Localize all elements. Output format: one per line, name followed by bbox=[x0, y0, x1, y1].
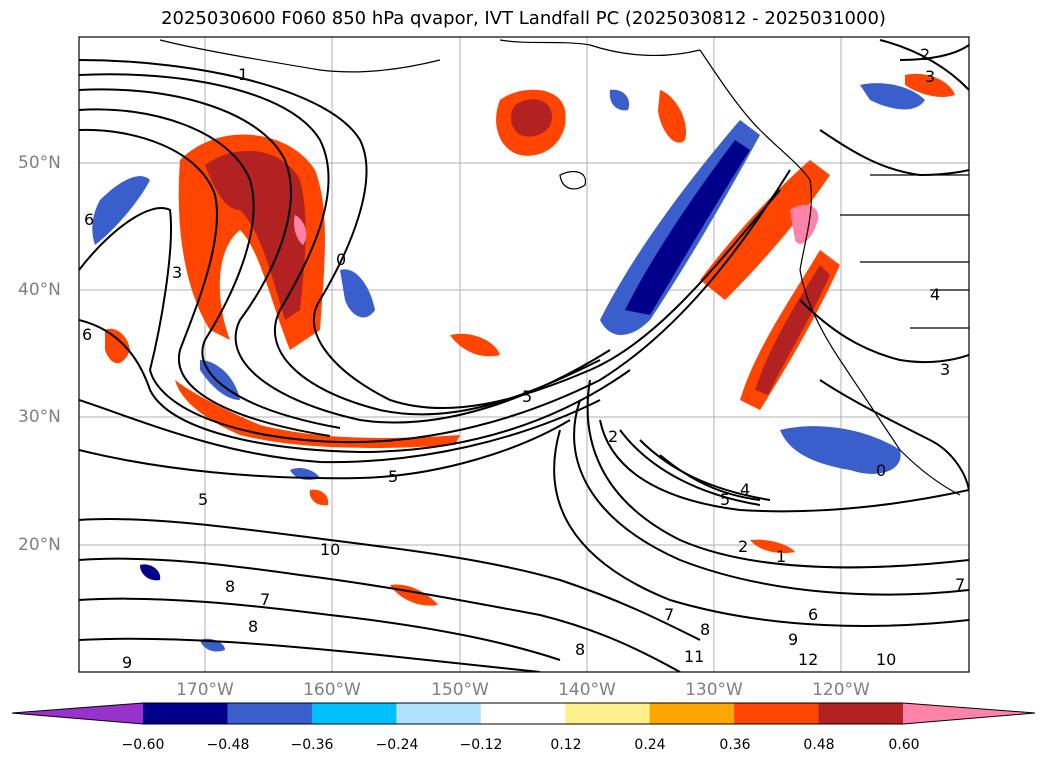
colorbar-tick: −0.60 bbox=[121, 737, 165, 753]
contour-label: 10 bbox=[876, 650, 896, 669]
colorbar-segment bbox=[649, 703, 735, 724]
contour-label: 9 bbox=[788, 630, 798, 649]
colorbar-outline bbox=[11, 702, 1036, 725]
contour-label: 11 bbox=[684, 647, 704, 666]
contour-label: 7 bbox=[664, 605, 674, 624]
lat-label-20n: 20°N bbox=[18, 535, 61, 555]
colorbar-tick: 0.24 bbox=[634, 737, 666, 753]
contour-label: 8 bbox=[700, 620, 710, 639]
contour-label: 5 bbox=[720, 490, 730, 509]
colorbar-tick: −0.12 bbox=[459, 737, 503, 753]
lat-label-50n: 50°N bbox=[18, 153, 61, 173]
contour-label: 7 bbox=[955, 575, 965, 594]
colorbar-tick: −0.24 bbox=[375, 737, 419, 753]
contour-label: 5 bbox=[198, 490, 208, 509]
colorbar-tick: −0.48 bbox=[206, 737, 250, 753]
lat-label-30n: 30°N bbox=[18, 407, 61, 427]
lat-label-40n: 40°N bbox=[18, 280, 61, 300]
contour-label: 6 bbox=[82, 325, 92, 344]
colorbar bbox=[11, 702, 1036, 725]
colorbar-segment bbox=[143, 703, 228, 724]
colorbar-segment bbox=[734, 703, 820, 724]
contour-label: 10 bbox=[320, 540, 340, 559]
contour-label: 3 bbox=[925, 67, 935, 86]
colorbar-tick: −0.36 bbox=[290, 737, 334, 753]
ivt-contours bbox=[79, 39, 969, 672]
contour-label: 6 bbox=[84, 210, 94, 229]
colorbar-tick: 0.12 bbox=[550, 737, 582, 753]
lon-label-130w: 130°W bbox=[685, 680, 743, 700]
contour-label: 2 bbox=[920, 45, 930, 64]
colorbar-segment bbox=[818, 703, 904, 724]
contour-label: 9 bbox=[122, 653, 132, 672]
contour-label: 2 bbox=[608, 427, 618, 446]
contour-label: 6 bbox=[808, 605, 818, 624]
contour-labels: 1 2 3 0 5 5 4 5 2 1 6 7 8 9 10 11 12 8 9… bbox=[82, 45, 965, 672]
contour-label: 8 bbox=[248, 617, 258, 636]
contour-label: 3 bbox=[940, 360, 950, 379]
contour-label: 4 bbox=[740, 480, 750, 499]
contour-label: 4 bbox=[930, 285, 940, 304]
map-title: 2025030600 F060 850 hPa qvapor, IVT Land… bbox=[161, 8, 886, 29]
contour-label: 2 bbox=[738, 537, 748, 556]
lon-label-170w: 170°W bbox=[176, 680, 234, 700]
contour-label: 3 bbox=[172, 263, 182, 282]
colorbar-extend-high bbox=[903, 703, 1035, 724]
lon-label-120w: 120°W bbox=[812, 680, 870, 700]
contour-label: 12 bbox=[798, 650, 818, 669]
contour-label: 5 bbox=[388, 467, 398, 486]
colorbar-segment bbox=[396, 703, 482, 724]
contour-label: 0 bbox=[336, 250, 346, 269]
contour-label: 0 bbox=[876, 461, 886, 480]
coastlines bbox=[159, 39, 969, 496]
plot-frame bbox=[78, 36, 970, 673]
contour-label: 5 bbox=[522, 387, 532, 406]
contour-label: 1 bbox=[776, 547, 786, 566]
colorbar-segment bbox=[227, 703, 313, 724]
colorbar-segment bbox=[565, 703, 651, 724]
colorbar-segment bbox=[480, 703, 566, 724]
contour-label: 8 bbox=[225, 577, 235, 596]
colorbar-segment bbox=[311, 703, 397, 724]
contour-label: 7 bbox=[260, 590, 270, 609]
lon-label-160w: 160°W bbox=[303, 680, 361, 700]
colorbar-tick: 0.48 bbox=[803, 737, 835, 753]
map-plot: 1 2 3 0 5 5 4 5 2 1 6 7 8 9 10 11 12 8 9… bbox=[78, 36, 970, 673]
qvapor-anomaly-fills bbox=[92, 73, 955, 652]
lon-label-140w: 140°W bbox=[558, 680, 616, 700]
lon-label-150w: 150°W bbox=[431, 680, 489, 700]
colorbar-tick: 0.36 bbox=[719, 737, 751, 753]
contour-label: 8 bbox=[575, 640, 585, 659]
colorbar-extend-low bbox=[12, 703, 143, 724]
colorbar-tick: 0.60 bbox=[888, 737, 920, 753]
contour-label: 1 bbox=[238, 65, 248, 84]
